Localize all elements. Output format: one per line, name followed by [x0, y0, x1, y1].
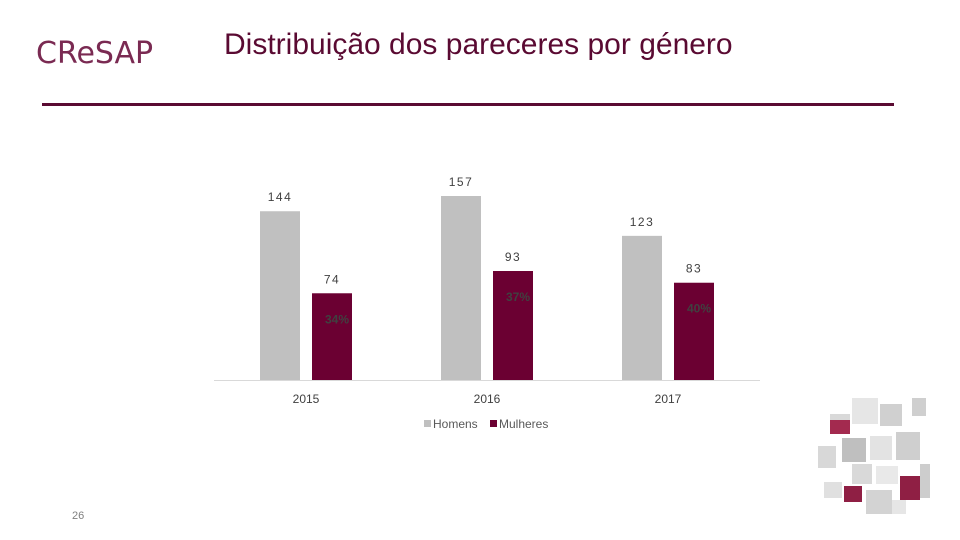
value-label-mulheres-2016: 93 — [505, 250, 521, 264]
bar-homens-2016 — [441, 196, 481, 380]
value-label-homens-2015: 144 — [268, 190, 293, 204]
value-label-homens-2017: 123 — [630, 215, 655, 229]
percent-label-2015: 34% — [325, 312, 349, 326]
bar-homens-2015 — [260, 211, 300, 380]
value-label-homens-2016: 157 — [449, 175, 474, 189]
x-tick-label-2015: 2015 — [293, 392, 320, 406]
legend-swatch-homens — [424, 420, 431, 427]
percent-label-2017: 40% — [687, 302, 711, 316]
bar-mulheres-2016 — [493, 271, 533, 380]
x-tick-label-2017: 2017 — [655, 392, 682, 406]
page-title: Distribuição dos pareceres por género — [224, 28, 733, 61]
page-number: 26 — [72, 510, 85, 522]
title-divider — [42, 103, 894, 106]
value-label-mulheres-2017: 83 — [686, 262, 702, 276]
legend-label-homens: Homens — [433, 417, 478, 431]
decorative-cubes-icon — [818, 398, 930, 514]
legend-swatch-mulheres — [490, 420, 497, 427]
bar-homens-2017 — [622, 235, 662, 380]
legend-label-mulheres: Mulheres — [499, 417, 548, 431]
value-label-mulheres-2015: 74 — [324, 272, 340, 286]
x-tick-label-2016: 2016 — [474, 392, 501, 406]
percent-label-2016: 37% — [506, 290, 530, 304]
bar-mulheres-2015 — [312, 293, 352, 380]
logo: CReSAP — [36, 36, 154, 71]
bar-mulheres-2017 — [674, 282, 714, 380]
